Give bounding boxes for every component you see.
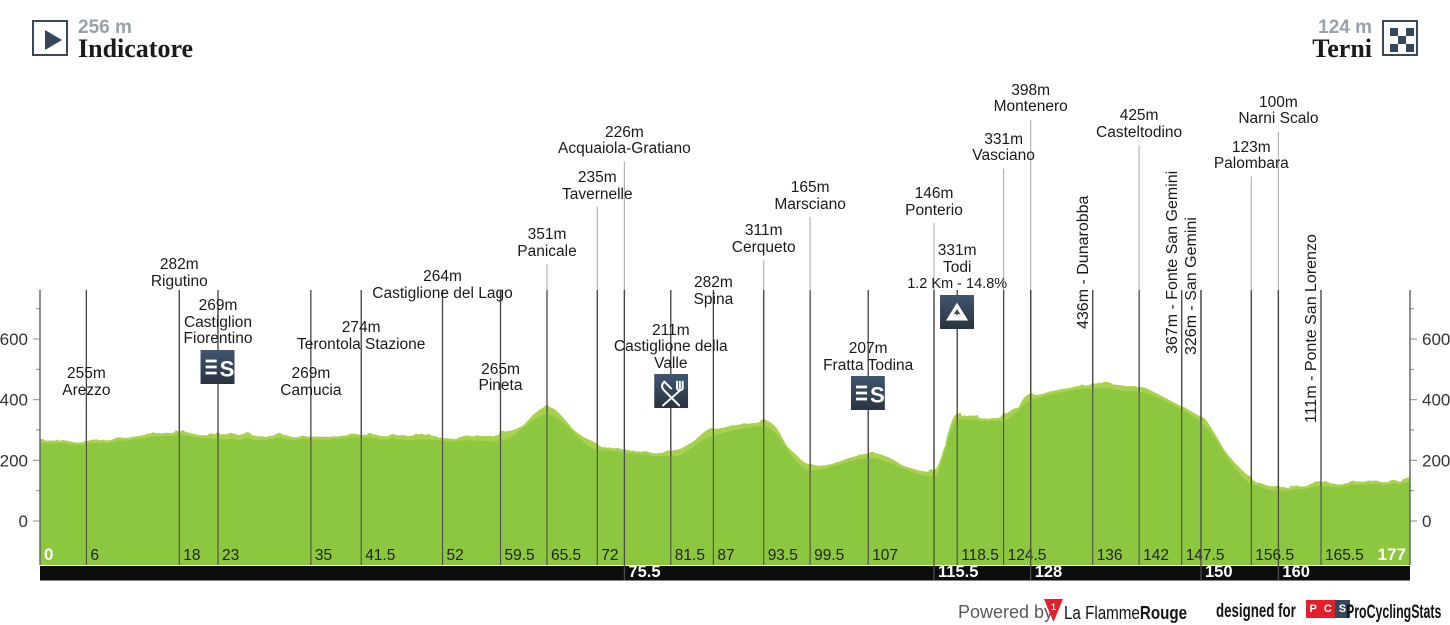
svg-text:165.5: 165.5 <box>1325 547 1364 564</box>
svg-text:99.5: 99.5 <box>814 547 844 564</box>
svg-text:75.5: 75.5 <box>628 563 660 581</box>
svg-text:72: 72 <box>601 547 618 564</box>
svg-text:35: 35 <box>315 547 332 564</box>
svg-text:81.5: 81.5 <box>675 547 705 564</box>
svg-text:6: 6 <box>90 547 99 564</box>
svg-text:S: S <box>220 356 235 381</box>
svg-text:93.5: 93.5 <box>768 547 798 564</box>
svg-text:107: 107 <box>872 547 898 564</box>
svg-text:600: 600 <box>1422 330 1450 349</box>
svg-text:156.5: 156.5 <box>1255 547 1294 564</box>
svg-text:23: 23 <box>222 547 239 564</box>
svg-text:S: S <box>870 382 885 407</box>
svg-text:160: 160 <box>1282 563 1310 581</box>
svg-text:400: 400 <box>1422 391 1450 410</box>
svg-text:52: 52 <box>447 547 464 564</box>
svg-text:118.5: 118.5 <box>961 547 999 564</box>
svg-text:115.5: 115.5 <box>938 563 978 581</box>
svg-text:1: 1 <box>1051 602 1056 612</box>
svg-text:128: 128 <box>1035 563 1063 581</box>
svg-text:136: 136 <box>1097 547 1123 564</box>
svg-text:87: 87 <box>717 547 734 564</box>
svg-text:147.5: 147.5 <box>1186 547 1225 564</box>
svg-text:177: 177 <box>1378 545 1406 564</box>
svg-text:41.5: 41.5 <box>365 547 395 564</box>
svg-text:200: 200 <box>0 451 28 470</box>
svg-text:400: 400 <box>0 391 28 410</box>
svg-text:200: 200 <box>1422 451 1450 470</box>
svg-text:18: 18 <box>183 547 200 564</box>
svg-text:124.5: 124.5 <box>1008 547 1047 564</box>
svg-text:65.5: 65.5 <box>551 547 581 564</box>
svg-text:0: 0 <box>44 545 53 564</box>
svg-text:59.5: 59.5 <box>505 547 535 564</box>
svg-text:142: 142 <box>1143 547 1169 564</box>
svg-text:0: 0 <box>1422 512 1431 531</box>
svg-text:150: 150 <box>1205 563 1233 581</box>
svg-text:600: 600 <box>0 330 28 349</box>
svg-text:0: 0 <box>19 512 28 531</box>
